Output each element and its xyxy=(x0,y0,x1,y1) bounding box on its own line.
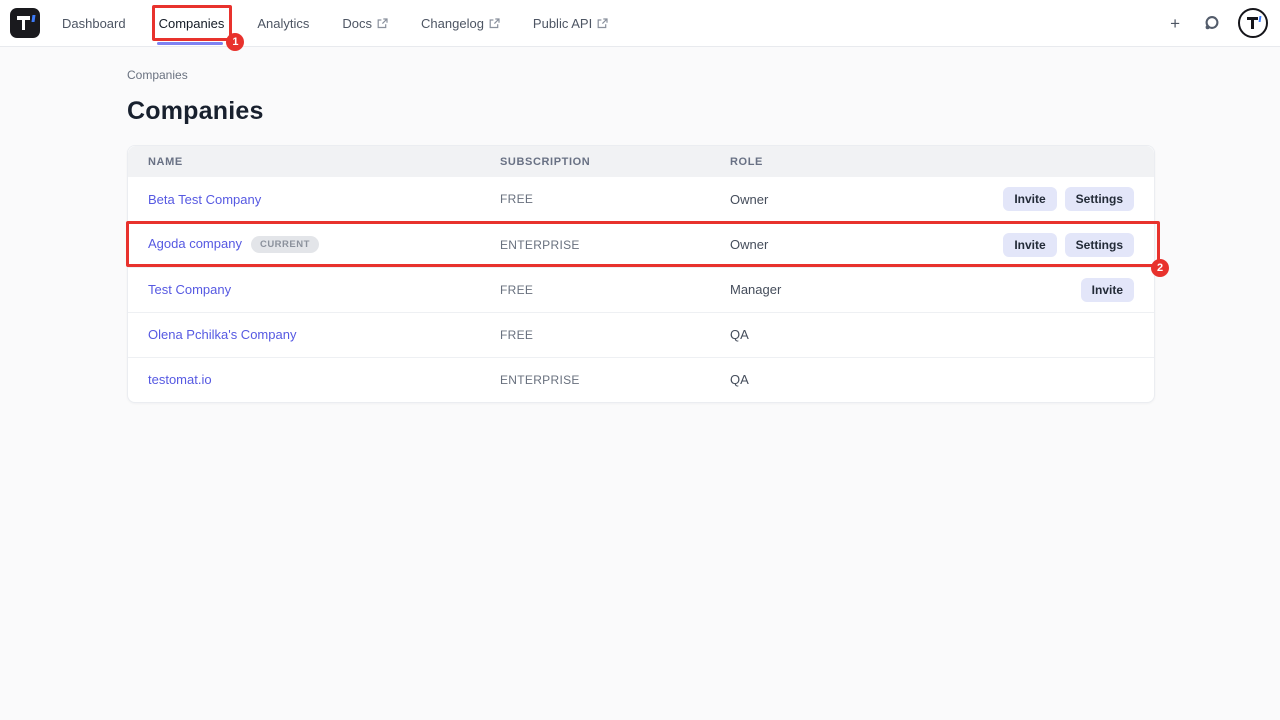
table-header-row: NAME SUBSCRIPTION ROLE xyxy=(128,146,1154,177)
current-badge: CURRENT xyxy=(250,236,319,253)
actions-cell xyxy=(970,311,1154,357)
user-avatar[interactable] xyxy=(1238,8,1268,38)
actions-cell xyxy=(970,356,1154,402)
company-link[interactable]: Agoda company xyxy=(148,236,242,251)
nav-item-label: Docs xyxy=(342,15,373,31)
company-link[interactable]: Olena Pchilka's Company xyxy=(148,327,297,342)
settings-button[interactable]: Settings xyxy=(1064,232,1134,257)
company-link[interactable]: Test Company xyxy=(148,282,232,297)
nav-item-dashboard[interactable]: Dashboard xyxy=(62,0,126,46)
nav-item-label: Analytics xyxy=(257,15,310,31)
actions-cell: Invite xyxy=(970,266,1154,312)
external-link-icon xyxy=(489,17,500,29)
role-cell: Owner xyxy=(730,191,769,207)
nav-item-label: Companies 1 xyxy=(151,4,245,51)
actions-cell: Invite Settings xyxy=(970,221,1154,267)
table-row: testomat.io ENTERPRISE QA xyxy=(128,356,1154,402)
nav-item-analytics[interactable]: Analytics xyxy=(257,0,309,46)
nav-item-label: Dashboard xyxy=(62,15,126,31)
subscription-cell: FREE xyxy=(500,192,534,207)
nav-item-public-api[interactable]: Public API xyxy=(533,0,608,46)
nav-item-label: Public API xyxy=(532,15,593,31)
nav-right-group: + xyxy=(1166,8,1268,38)
invite-button[interactable]: Invite xyxy=(1003,187,1057,212)
primary-nav: Dashboard Companies 1 Analytics Docs Changelo… xyxy=(62,0,608,51)
column-header-role: ROLE xyxy=(730,146,970,177)
column-header-actions xyxy=(970,146,1154,177)
table-row: Olena Pchilka's Company FREE QA xyxy=(128,311,1154,357)
column-header-name: NAME xyxy=(128,146,500,177)
column-header-subscription: SUBSCRIPTION xyxy=(500,146,730,177)
nav-item-companies[interactable]: Companies 1 xyxy=(151,0,245,51)
top-nav: Dashboard Companies 1 Analytics Docs Changelo… xyxy=(0,0,1280,51)
main-content: Companies Companies NAME SUBSCRIPTION RO… xyxy=(0,47,1169,403)
settings-button[interactable]: Settings xyxy=(1064,187,1134,212)
invite-button[interactable]: Invite xyxy=(1080,277,1134,302)
nav-item-changelog[interactable]: Changelog xyxy=(421,0,500,46)
actions-cell: Invite Settings xyxy=(970,177,1154,222)
subscription-cell: FREE xyxy=(500,266,730,312)
add-icon[interactable]: + xyxy=(1170,13,1180,33)
external-link-icon xyxy=(597,17,608,29)
role-cell: QA xyxy=(730,356,970,402)
table-row: Agoda company CURRENT ENTERPRISE Owner Invit… xyxy=(128,221,1154,267)
external-link-icon xyxy=(377,17,388,29)
table-row: Test Company FREE Manager Invite xyxy=(128,266,1154,312)
company-link[interactable]: testomat.io xyxy=(148,372,212,388)
table-row: Beta Test Company FREE Owner Invite Settings xyxy=(128,177,1154,222)
nav-item-docs[interactable]: Docs xyxy=(342,0,388,46)
breadcrumb[interactable]: Companies xyxy=(127,68,188,82)
brand-logo-icon[interactable] xyxy=(10,8,40,38)
invite-button[interactable]: Invite xyxy=(1003,232,1057,257)
role-cell: Owner xyxy=(730,221,970,267)
companies-table: NAME SUBSCRIPTION ROLE Beta Test Company… xyxy=(128,146,1154,402)
subscription-cell: ENTERPRISE xyxy=(500,356,730,402)
page-title: Companies xyxy=(127,97,264,125)
announcements-icon[interactable] xyxy=(1201,13,1221,33)
nav-item-label: Changelog xyxy=(421,15,484,31)
companies-table-card: NAME SUBSCRIPTION ROLE Beta Test Company… xyxy=(126,145,1169,403)
subscription-cell: ENTERPRISE xyxy=(500,221,730,267)
subscription-cell: FREE xyxy=(500,311,730,357)
annotation-box-1: 1 xyxy=(151,4,245,51)
company-link[interactable]: Beta Test Company xyxy=(148,191,262,207)
role-cell: QA xyxy=(730,311,970,357)
role-cell: Manager xyxy=(730,266,970,312)
